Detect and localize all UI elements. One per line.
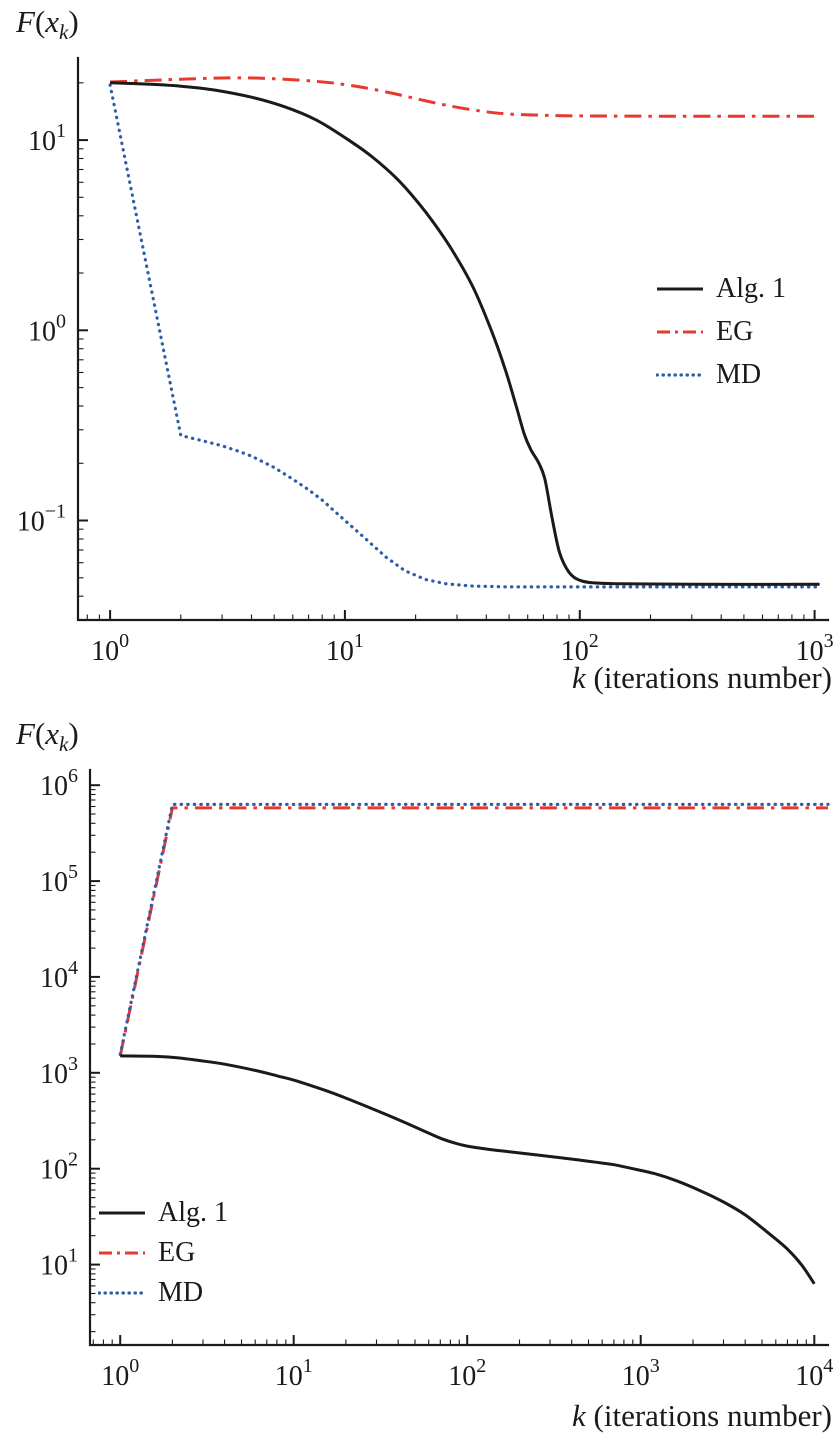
legend-item-alg1: Alg. 1 xyxy=(656,267,786,310)
eg-line-sample-icon xyxy=(657,330,703,333)
legend-label-eg: EG xyxy=(158,1237,196,1268)
md-line-sample-icon xyxy=(98,1291,146,1295)
svg-text:102: 102 xyxy=(40,1149,78,1186)
ylabel-close-paren: ) xyxy=(68,4,79,39)
svg-text:10−1: 10−1 xyxy=(17,501,66,538)
ylabel-subscript: k xyxy=(59,732,69,757)
legend-label-eg: EG xyxy=(716,315,754,347)
svg-text:103: 103 xyxy=(622,1355,660,1392)
xlabel-var: k xyxy=(572,660,586,695)
top-y-axis-label: F(xk) xyxy=(16,4,79,45)
bottom-legend: Alg. 1 EG MD xyxy=(98,1193,228,1313)
alg1-line-sample-icon xyxy=(657,287,703,290)
ylabel-func: F xyxy=(16,4,35,39)
svg-text:104: 104 xyxy=(795,1355,833,1392)
svg-text:102: 102 xyxy=(448,1355,486,1392)
ylabel-subscript: k xyxy=(59,20,69,45)
svg-text:100: 100 xyxy=(101,1355,139,1392)
legend-item-alg1: Alg. 1 xyxy=(98,1193,228,1233)
alg1-line-sample-icon xyxy=(99,1211,145,1215)
legend-item-eg: EG xyxy=(98,1233,228,1273)
svg-text:106: 106 xyxy=(40,765,78,802)
legend-item-md: MD xyxy=(656,353,786,396)
md-line-sample-icon xyxy=(656,372,704,377)
svg-text:100: 100 xyxy=(28,310,66,347)
svg-text:101: 101 xyxy=(40,1245,78,1282)
ylabel-open-paren: ( xyxy=(34,4,46,39)
ylabel-func: F xyxy=(16,716,35,751)
xlabel-var: k xyxy=(572,1398,586,1433)
svg-text:101: 101 xyxy=(28,120,66,157)
svg-text:101: 101 xyxy=(275,1355,313,1392)
legend-item-eg: EG xyxy=(656,310,786,353)
legend-label-alg1: Alg. 1 xyxy=(158,1197,228,1228)
svg-text:105: 105 xyxy=(40,861,78,898)
eg-line-sample-icon xyxy=(99,1251,145,1255)
bottom-plot-canvas: 100 101 102 103 104 101 102 103 104 105 106 xyxy=(40,765,833,1392)
legend-label-md: MD xyxy=(716,358,762,390)
ylabel-open-paren: ( xyxy=(34,716,46,751)
xlabel-rest: (iterations number) xyxy=(585,1398,832,1433)
bottom-convergence-plot: 100 101 102 103 104 101 102 103 104 105 106 F(xk) … xyxy=(0,710,840,1445)
legend-item-md: MD xyxy=(98,1273,228,1313)
ylabel-var: x xyxy=(45,4,60,39)
bottom-x-axis-label: k (iterations number) xyxy=(572,1398,832,1434)
legend-label-md: MD xyxy=(158,1277,204,1308)
legend-label-alg1: Alg. 1 xyxy=(716,272,786,304)
svg-text:103: 103 xyxy=(40,1053,78,1090)
bottom-y-axis-label: F(xk) xyxy=(16,716,79,757)
top-convergence-plot: 100 101 102 103 101 100 10−1 F(xk) Alg. 1 EG xyxy=(0,0,840,710)
ylabel-close-paren: ) xyxy=(68,716,79,751)
top-legend: Alg. 1 EG MD xyxy=(656,267,786,396)
ylabel-var: x xyxy=(45,716,60,751)
svg-text:100: 100 xyxy=(91,630,129,667)
xlabel-rest: (iterations number) xyxy=(585,660,832,695)
svg-text:104: 104 xyxy=(40,957,78,994)
svg-text:101: 101 xyxy=(326,630,364,667)
top-x-axis-label: k (iterations number) xyxy=(572,660,832,696)
